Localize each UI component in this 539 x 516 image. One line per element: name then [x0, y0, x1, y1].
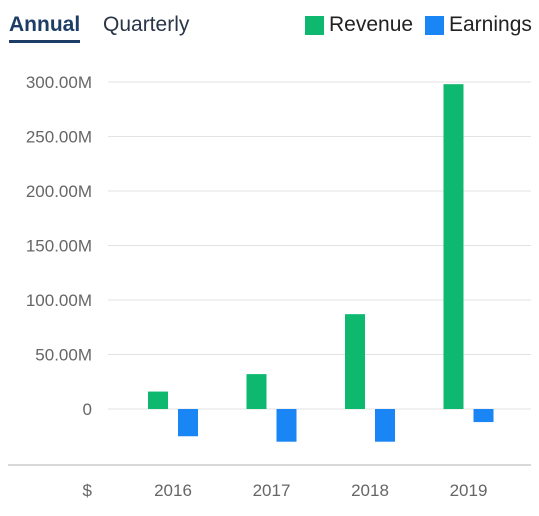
- y-tick-label: 250.00M: [26, 128, 92, 147]
- x-tick-label: 2019: [450, 481, 488, 500]
- currency-label: $: [83, 481, 93, 500]
- legend-swatch-revenue: [305, 15, 324, 35]
- y-tick-label: 150.00M: [26, 237, 92, 256]
- legend-label-revenue: Revenue: [329, 13, 414, 36]
- legend-label-earnings: Earnings: [449, 13, 532, 36]
- y-tick-label: 0: [83, 400, 92, 419]
- x-tick-label: 2018: [351, 481, 389, 500]
- x-tick-label: 2016: [154, 481, 192, 500]
- earnings-bar: [375, 409, 395, 442]
- legend-item-earnings[interactable]: Earnings: [425, 12, 532, 38]
- revenue-bar: [148, 391, 168, 409]
- x-tick-label: 2017: [253, 481, 291, 500]
- y-tick-label: 200.00M: [26, 182, 92, 201]
- earnings-bar: [178, 409, 198, 437]
- tab-quarterly[interactable]: Quarterly: [103, 13, 190, 36]
- tab-annual[interactable]: Annual: [9, 12, 81, 43]
- revenue-bar: [443, 84, 464, 410]
- legend-item-revenue[interactable]: Revenue: [305, 12, 413, 38]
- earnings-bar: [276, 409, 297, 442]
- y-tick-label: 50.00M: [35, 346, 92, 365]
- y-tick-label: 300.00M: [26, 73, 92, 92]
- y-tick-label: 100.00M: [26, 291, 92, 310]
- revenue-bar: [345, 314, 365, 409]
- legend-swatch-earnings: [425, 15, 444, 35]
- revenue-bar: [246, 374, 267, 409]
- earnings-bar: [473, 409, 494, 423]
